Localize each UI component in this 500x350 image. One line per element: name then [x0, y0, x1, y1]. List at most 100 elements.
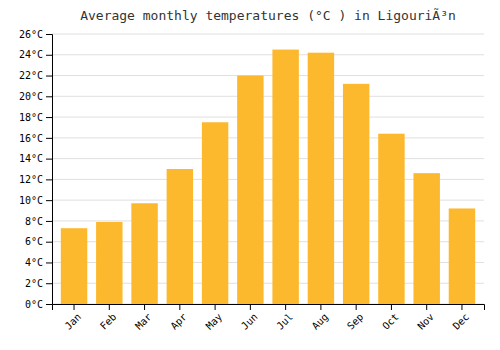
- y-axis: 0°C 2°C 4°C 6°C 8°C 10°C 12°C 14°C 16°C 18°C 20°C 2…: [19, 29, 53, 310]
- y-tick-mark: [46, 221, 52, 222]
- y-tick-mark: [46, 304, 52, 305]
- y-tick: 2°C: [25, 278, 52, 289]
- y-tick: 14°C: [19, 153, 52, 164]
- y-tick: 0°C: [25, 299, 52, 310]
- x-tick-label: Oct: [380, 311, 401, 332]
- y-tick-mark: [46, 262, 52, 263]
- grid-line: [52, 75, 484, 76]
- y-tick: 20°C: [19, 91, 52, 102]
- y-tick-mark: [46, 179, 52, 180]
- x-tick-label: Jan: [63, 311, 84, 332]
- y-tick-label: 10°C: [19, 195, 43, 206]
- bar: [167, 169, 193, 304]
- y-tick-mark: [46, 117, 52, 118]
- x-tick-mark: [356, 304, 357, 310]
- x-tick-label: Mar: [133, 311, 154, 332]
- x-tick-mark: [109, 304, 110, 310]
- x-tick-mark: [144, 304, 145, 310]
- y-tick-label: 14°C: [19, 153, 43, 164]
- x-tick-label: Nov: [415, 311, 436, 332]
- y-tick: 10°C: [19, 195, 52, 206]
- y-tick-label: 22°C: [19, 70, 43, 81]
- x-tick-mark: [285, 304, 286, 310]
- y-tick: 12°C: [19, 174, 52, 185]
- x-tick-mark: [74, 304, 75, 310]
- y-tick: 4°C: [25, 257, 52, 268]
- x-tick: Aug: [310, 304, 331, 332]
- x-tick-label: Jul: [274, 311, 295, 332]
- grid-line: [52, 54, 484, 55]
- y-tick-mark: [46, 55, 52, 56]
- bars: [61, 50, 475, 304]
- y-tick-label: 2°C: [25, 278, 43, 289]
- y-axis-line: [46, 35, 53, 305]
- grid-line: [52, 117, 484, 118]
- y-tick-mark: [46, 138, 52, 139]
- x-tick-label: May: [204, 311, 225, 332]
- bar: [343, 84, 369, 304]
- y-tick-label: 16°C: [19, 133, 43, 144]
- y-tick-mark: [46, 283, 52, 284]
- bar: [378, 134, 404, 304]
- y-tick-mark: [46, 34, 52, 35]
- title: Average monthly temperatures (°C ) in Li…: [80, 8, 456, 23]
- y-tick-label: 20°C: [19, 91, 43, 102]
- x-tick-mark: [179, 304, 180, 310]
- y-tick-label: 6°C: [25, 236, 43, 247]
- x-tick-label: Feb: [98, 311, 119, 332]
- x-axis-line: [53, 305, 485, 311]
- bar: [272, 50, 298, 304]
- x-tick-mark: [250, 304, 251, 310]
- x-tick: Feb: [98, 304, 119, 332]
- y-tick-mark: [46, 76, 52, 77]
- y-tick-label: 12°C: [19, 174, 43, 185]
- bar: [61, 228, 87, 304]
- y-tick: 24°C: [19, 49, 52, 60]
- y-tick-mark: [46, 200, 52, 201]
- grid-line: [52, 96, 484, 97]
- grid-line: [52, 158, 484, 159]
- x-tick: Oct: [380, 304, 401, 332]
- y-tick: 22°C: [19, 70, 52, 81]
- y-tick-label: 26°C: [19, 29, 43, 40]
- y-tick-mark: [46, 242, 52, 243]
- x-tick: Jun: [239, 304, 260, 332]
- y-tick: 26°C: [19, 29, 52, 40]
- x-tick-mark: [320, 304, 321, 310]
- bar: [237, 76, 263, 304]
- y-tick-mark: [46, 96, 52, 97]
- x-tick: Jan: [63, 304, 84, 332]
- x-tick: Jul: [274, 304, 295, 332]
- x-tick-label: Sep: [345, 311, 366, 332]
- x-tick: Mar: [133, 304, 154, 332]
- grid: [52, 34, 484, 304]
- x-tick: May: [204, 304, 225, 332]
- y-tick: 8°C: [25, 216, 52, 227]
- bar: [308, 53, 334, 304]
- y-tick: 18°C: [19, 112, 52, 123]
- x-tick: Dec: [451, 304, 472, 332]
- grid-line: [52, 137, 484, 138]
- bar: [96, 222, 122, 304]
- y-tick-label: 8°C: [25, 216, 43, 227]
- y-tick-label: 0°C: [25, 299, 43, 310]
- x-tick-mark: [461, 304, 462, 310]
- y-tick-mark: [46, 159, 52, 160]
- y-tick-label: 4°C: [25, 257, 43, 268]
- x-tick: Nov: [415, 304, 436, 332]
- x-tick-mark: [215, 304, 216, 310]
- y-tick: 6°C: [25, 236, 52, 247]
- x-tick-label: Apr: [168, 311, 189, 332]
- bar: [449, 208, 475, 304]
- x-axis: Jan Feb Mar Apr May Jun Jul Aug Sep Oct Nov Dec: [53, 304, 485, 332]
- x-tick: Apr: [168, 304, 189, 332]
- y-tick-label: 18°C: [19, 112, 43, 123]
- x-tick-label: Jun: [239, 311, 260, 332]
- x-tick-mark: [426, 304, 427, 310]
- grid-line: [52, 34, 484, 35]
- x-tick-label: Aug: [310, 311, 331, 332]
- chart: Average monthly temperatures (°C ) in Li…: [0, 0, 500, 350]
- x-tick-label: Dec: [451, 311, 472, 332]
- bar: [413, 173, 439, 304]
- x-tick-mark: [391, 304, 392, 310]
